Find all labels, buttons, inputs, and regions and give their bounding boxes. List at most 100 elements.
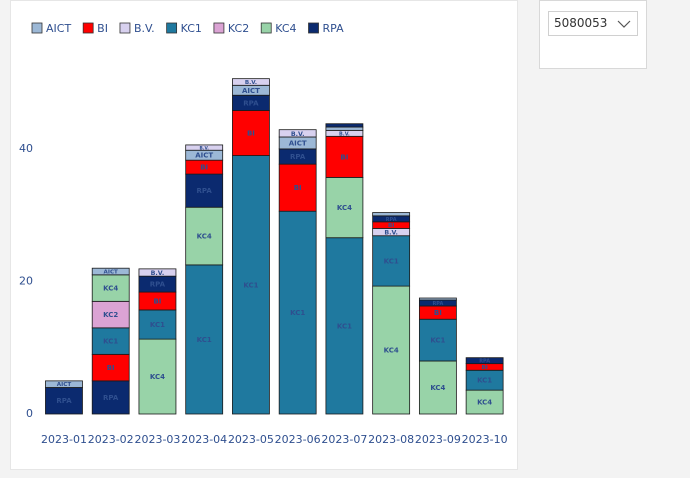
bar-segment [91, 274, 130, 302]
bar-segment [91, 267, 130, 276]
bar-segment [325, 126, 364, 131]
segment-label: KC4 [150, 373, 165, 381]
legend-label: B.V. [134, 22, 155, 35]
segment-label: RPA [243, 99, 259, 107]
bar-segment [325, 135, 364, 178]
bar-segment [138, 268, 177, 277]
bar-segment [138, 309, 177, 340]
x-tick-label: 2023-05 [228, 433, 274, 446]
bar-segment [325, 123, 364, 128]
segment-label: AICT [104, 270, 119, 276]
segment-label: KC1 [290, 309, 305, 317]
legend-label: BI [97, 22, 108, 35]
bar-segment [465, 357, 504, 365]
bar-segment [232, 155, 270, 415]
legend-label: KC2 [228, 22, 249, 35]
segment-label: RPA [479, 359, 490, 365]
bar-segment [372, 212, 411, 217]
segment-label: BI [107, 364, 115, 372]
segment-label: B.V. [291, 131, 305, 138]
segment-label: KC4 [477, 399, 492, 407]
y-tick-label: 40 [19, 142, 33, 155]
segment-label: KC4 [337, 204, 352, 212]
legend-swatch [213, 22, 225, 34]
segment-label: RPA [56, 397, 72, 405]
segment-label: KC1 [243, 281, 258, 289]
bar-segment [91, 380, 130, 415]
x-tick-label: 2023-06 [275, 433, 321, 446]
segment-label: BI [200, 164, 208, 172]
segment-label: BI [294, 184, 302, 192]
bar-segment [372, 235, 411, 287]
segment-label: B.V. [245, 80, 257, 86]
slicer-dropdown[interactable]: 5080053 [548, 11, 638, 36]
segment-label: KC1 [197, 336, 212, 344]
segment-label: KC1 [150, 321, 165, 329]
segment-label: AICT [242, 87, 260, 95]
segment-label: RPA [432, 301, 443, 307]
bar-segment [45, 387, 83, 415]
segment-label: RPA [103, 394, 119, 402]
segment-label: BI [481, 365, 487, 371]
legend-swatch [31, 22, 43, 34]
segment-label: RPA [386, 217, 397, 223]
segment-label: RPA [197, 187, 213, 195]
segment-label: B.V. [151, 270, 165, 277]
bar-segment [372, 285, 411, 415]
bar-segment [138, 338, 177, 415]
segment-label: AICT [195, 152, 213, 160]
legend-swatch [119, 22, 131, 34]
segment-label: KC1 [103, 338, 118, 346]
x-tick-label: 2023-03 [134, 433, 180, 446]
bar-segment [185, 173, 224, 208]
bar-segment [278, 163, 317, 212]
bar-segment [232, 110, 270, 156]
bar-segment [185, 144, 224, 151]
slicer: 5080053 [539, 0, 647, 69]
legend-label: KC4 [275, 22, 296, 35]
segment-label: BI [434, 309, 442, 317]
slicer-value: 5080053 [554, 16, 608, 30]
segment-label: RPA [290, 153, 306, 161]
x-tick-label: 2023-01 [41, 433, 87, 446]
segment-label: BI [340, 153, 348, 161]
bar-segment [232, 78, 270, 86]
x-tick-label: 2023-04 [181, 433, 227, 446]
legend-swatch [166, 22, 178, 34]
legend-label: AICT [46, 22, 71, 35]
segment-label: RPA [150, 281, 166, 289]
y-tick-label: 20 [19, 274, 33, 287]
legend-label: RPA [323, 22, 345, 35]
x-tick-label: 2023-07 [321, 433, 367, 446]
bar-segment [91, 300, 130, 329]
bar-segment [185, 264, 224, 415]
segment-label: KC4 [430, 384, 445, 392]
segment-label: B.V. [339, 131, 350, 137]
segment-label: KC1 [430, 337, 445, 345]
segment-label: KC1 [384, 257, 399, 265]
x-tick-label: 2023-08 [368, 433, 414, 446]
bar-segment [325, 177, 364, 239]
segment-label: KC1 [337, 322, 352, 330]
bar-segment [418, 297, 457, 301]
x-tick-label: 2023-02 [88, 433, 134, 446]
segment-label: BI [388, 223, 394, 229]
legend-swatch [260, 22, 272, 34]
segment-label: KC4 [197, 233, 212, 241]
bar-segment [278, 129, 317, 138]
bar-segment [45, 380, 83, 388]
segment-label: BI [153, 298, 161, 306]
segment-label: AICT [57, 382, 72, 388]
segment-label: KC2 [103, 311, 118, 319]
legend-swatch [82, 22, 94, 34]
y-tick-label: 0 [26, 407, 33, 420]
segment-label: KC1 [477, 377, 492, 385]
segment-label: BI [247, 130, 255, 138]
segment-label: KC4 [103, 285, 118, 293]
bar-segment [91, 353, 130, 382]
segment-label: B.V. [200, 146, 210, 152]
bar-segment [185, 206, 224, 266]
segment-label: B.V. [384, 230, 398, 237]
chevron [617, 20, 631, 28]
